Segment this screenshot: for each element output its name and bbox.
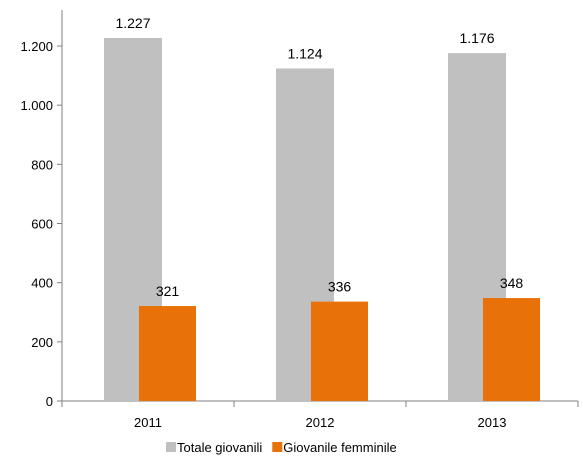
data-label: 336 — [328, 279, 352, 295]
legend: Totale giovanili Giovanile femminile — [166, 440, 397, 455]
data-label: 321 — [156, 283, 180, 299]
bar-giovanile-femminile — [483, 298, 540, 401]
legend-swatch-grey — [166, 442, 176, 452]
x-axis: 2011 2012 2013 — [61, 400, 579, 430]
legend-label: Totale giovanili — [177, 440, 262, 455]
data-labels: 1.227 321 1.124 336 1.176 348 — [115, 15, 523, 299]
data-label: 1.176 — [459, 30, 494, 46]
x-tick-label: 2011 — [134, 415, 162, 430]
data-label: 1.124 — [287, 45, 322, 61]
y-tick-label: 1.000 — [20, 98, 53, 113]
bar-giovanile-femminile — [311, 301, 368, 401]
x-tick-label: 2013 — [478, 415, 507, 430]
y-tick-label: 400 — [31, 276, 53, 291]
bar-giovanile-femminile — [139, 306, 196, 401]
x-tick-label: 2012 — [306, 415, 335, 430]
y-tick-label: 800 — [31, 157, 53, 172]
legend-swatch-orange — [272, 442, 283, 452]
y-tick-label: 200 — [31, 335, 53, 350]
y-tick-label: 0 — [46, 394, 53, 409]
bars — [104, 38, 540, 401]
data-label: 1.227 — [115, 15, 150, 31]
y-tick-label: 600 — [31, 217, 53, 232]
y-axis: 0 200 400 600 800 1.000 1.200 — [20, 10, 63, 409]
data-label: 348 — [500, 275, 524, 291]
legend-label: Giovanile femminile — [283, 440, 396, 455]
y-tick-label: 1.200 — [20, 39, 53, 54]
